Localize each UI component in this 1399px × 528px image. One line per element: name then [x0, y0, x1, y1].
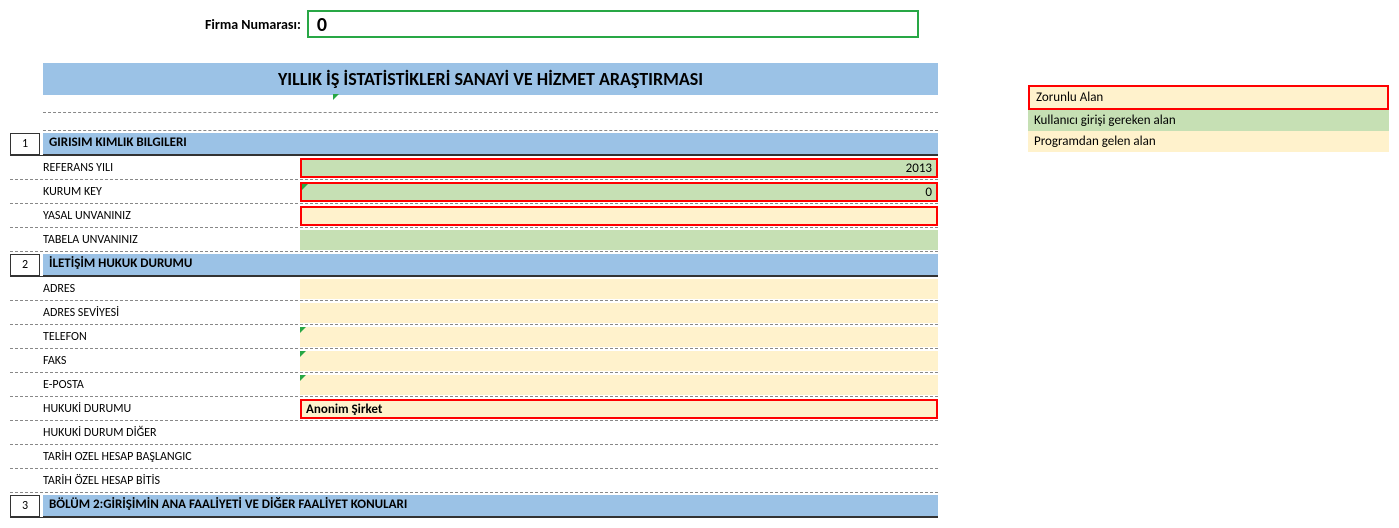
- row-tarih-baslangic: TARİH OZEL HESAP BAŞLANGIC: [10, 445, 938, 469]
- section-3-header: 3 BÖLÜM 2:GİRİŞİMİN ANA FAALİYETİ VE DİĞ…: [10, 495, 938, 518]
- legend-kullanici: Kullanıcı girişi gereken alan: [1028, 110, 1389, 131]
- value-hukuki-durum[interactable]: Anonim Şirket: [300, 399, 938, 419]
- value-adres-seviye[interactable]: [300, 303, 938, 323]
- value-telefon[interactable]: [300, 327, 938, 347]
- value-faks[interactable]: [300, 351, 938, 371]
- label-adres-seviye: ADRES SEVİYESİ: [10, 306, 300, 320]
- value-yasal-unvan[interactable]: [300, 206, 938, 226]
- label-yasal-unvan: YASAL UNVANINIZ: [10, 209, 300, 223]
- value-kurum-key-text: 0: [925, 185, 932, 200]
- row-kurum-key: KURUM KEY 0: [10, 180, 938, 204]
- row-tarih-bitis: TARİH ÖZEL HESAP BİTİS: [10, 469, 938, 493]
- firma-value-cell[interactable]: 0: [307, 10, 919, 38]
- legend-panel: Zorunlu Alan Kullanıcı girişi gereken al…: [1028, 85, 1389, 518]
- label-faks: FAKS: [10, 354, 300, 368]
- under-title-row: [43, 95, 938, 113]
- row-hukuki-durum: HUKUKİ DURUMU Anonim Şirket: [10, 397, 938, 421]
- label-kurum-key: KURUM KEY: [10, 185, 300, 199]
- comment-indicator-icon: [300, 375, 306, 381]
- section-2-header: 2 İLETİŞİM HUKUK DURUMU: [10, 254, 938, 277]
- comment-indicator-icon: [300, 327, 306, 333]
- label-hukuki-durum: HUKUKİ DURUMU: [10, 402, 300, 416]
- cell-comment-indicator-icon: [333, 94, 339, 100]
- firma-label: Firma Numarası:: [205, 16, 301, 33]
- row-adres: ADRES: [10, 277, 938, 301]
- value-tarih-bitis[interactable]: [300, 471, 938, 491]
- left-panel: Firma Numarası: 0 YILLIK İŞ İSTATİSTİKLE…: [10, 10, 938, 518]
- label-referans-yili: REFERANS YILI: [10, 161, 300, 175]
- section-title-2: İLETİŞİM HUKUK DURUMU: [43, 254, 938, 276]
- comment-indicator-icon: [300, 351, 306, 357]
- section-title-1: GIRISIM KIMLIK BILGILERI: [43, 133, 938, 155]
- label-adres: ADRES: [10, 282, 300, 296]
- row-yasal-unvan: YASAL UNVANINIZ: [10, 204, 938, 228]
- value-tabela-unvan[interactable]: [300, 230, 938, 250]
- row-faks: FAKS: [10, 349, 938, 373]
- label-tabela-unvan: TABELA UNVANINIZ: [10, 233, 300, 247]
- label-tarih-bitis: TARİH ÖZEL HESAP BİTİS: [10, 474, 300, 488]
- main-wrap: Firma Numarası: 0 YILLIK İŞ İSTATİSTİKLE…: [10, 10, 1389, 518]
- row-hukuki-durum-diger: HUKUKİ DURUM DİĞER: [10, 421, 938, 445]
- firma-row: Firma Numarası: 0: [10, 10, 938, 38]
- value-eposta[interactable]: [300, 375, 938, 395]
- section-num-3: 3: [10, 495, 40, 517]
- label-tarih-baslangic: TARİH OZEL HESAP BAŞLANGIC: [10, 450, 300, 464]
- value-kurum-key[interactable]: 0: [300, 182, 938, 202]
- section-1-header: 1 GIRISIM KIMLIK BILGILERI: [10, 133, 938, 156]
- value-adres[interactable]: [300, 279, 938, 299]
- label-eposta: E-POSTA: [10, 378, 300, 392]
- value-referans-yili[interactable]: 2013: [300, 158, 938, 178]
- section-num-2: 2: [10, 254, 40, 276]
- row-adres-seviye: ADRES SEVİYESİ: [10, 301, 938, 325]
- row-eposta: E-POSTA: [10, 373, 938, 397]
- survey-title: YILLIK İŞ İSTATİSTİKLERİ SANAYİ VE HİZME…: [43, 63, 938, 95]
- legend-program: Programdan gelen alan: [1028, 131, 1389, 152]
- spacer-row: [43, 113, 938, 131]
- comment-indicator-icon: [302, 184, 308, 190]
- section-title-3: BÖLÜM 2:GİRİŞİMİN ANA FAALİYETİ VE DİĞER…: [43, 495, 938, 517]
- row-referans-yili: REFERANS YILI 2013: [10, 156, 938, 180]
- section-num-1: 1: [10, 133, 40, 155]
- label-telefon: TELEFON: [10, 330, 300, 344]
- label-hukuki-durum-diger: HUKUKİ DURUM DİĞER: [10, 426, 300, 440]
- row-telefon: TELEFON: [10, 325, 938, 349]
- row-tabela-unvan: TABELA UNVANINIZ: [10, 228, 938, 252]
- value-tarih-baslangic[interactable]: [300, 447, 938, 467]
- value-hukuki-durum-diger[interactable]: [300, 423, 938, 443]
- legend-zorunlu: Zorunlu Alan: [1028, 85, 1389, 110]
